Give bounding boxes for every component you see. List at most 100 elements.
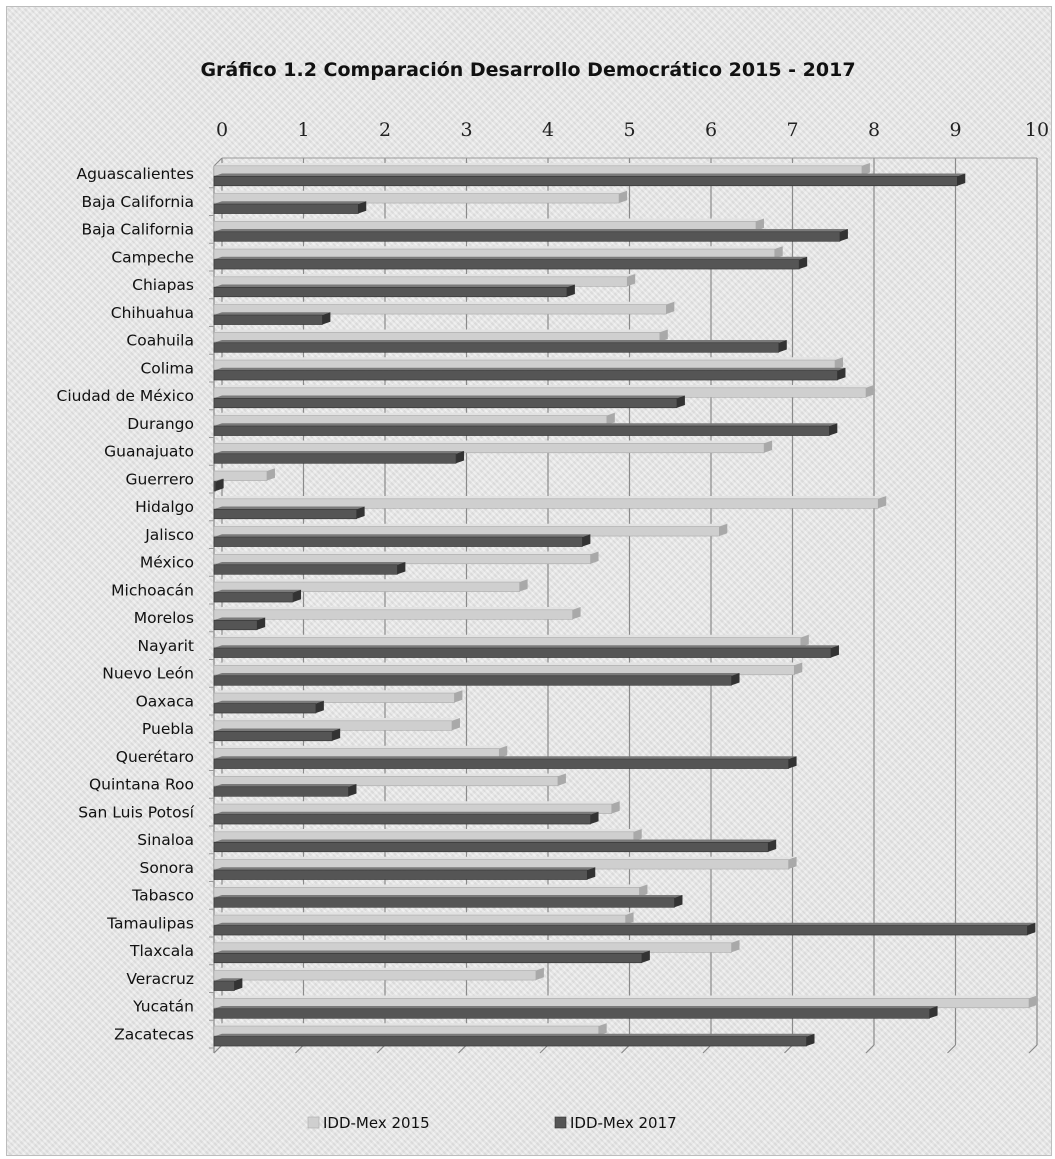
bar-2017-top-face [214,229,848,232]
bar-2017-top-face [214,506,365,510]
category-label: Hidalgo [135,498,194,516]
bar-2015-end-face [572,607,581,620]
bar-2015-top-face [214,496,887,499]
category-label: Chiapas [132,276,194,294]
bar-2017 [213,312,331,325]
bar-2015-end-face [557,773,566,786]
bar-2015-top-face [214,967,544,971]
bar-2015-end-face [454,690,463,703]
bar-2015 [213,274,636,287]
x-tick-label: 9 [949,119,961,141]
bar-2015 [213,745,508,759]
bar-2017 [213,784,357,797]
bar-2015 [213,884,648,898]
bar-2015-top-face [214,412,615,416]
bar-2017-end-face [837,367,846,381]
bar-2015-front-face [213,609,573,620]
bar-2017-end-face [929,1006,938,1019]
bar-2015-end-face [611,801,620,814]
bar-2017-top-face [214,284,575,288]
bar-2017-front-face [213,259,800,270]
bar-2015-end-face [519,579,528,592]
category-label: Puebla [142,720,194,738]
bar-2017-top-face [214,617,266,621]
bar-2017-top-face [214,839,777,843]
bar-2017-front-face [213,952,643,964]
bar-2017-front-face [213,980,235,991]
gridline-floor [947,1044,956,1054]
bar-2017-front-face [213,231,841,242]
bar-2017-end-face [674,895,683,908]
bar-2017-end-face [356,506,365,519]
bar-2017-top-face [214,173,966,177]
bar-2015-end-face [659,329,668,342]
bar-2015-top-face [214,1023,607,1027]
bar-2015-top-face [214,940,740,943]
bar-2015 [213,523,728,537]
bar-2017-end-face [582,534,591,547]
bar-2015-end-face [755,218,764,231]
bar-2015-top-face [214,690,463,694]
bar-2015 [213,634,809,648]
bar-2017 [213,617,266,631]
bar-2015 [213,690,463,703]
bar-2017-end-face [799,256,808,270]
bar-2017-end-face [215,478,224,492]
bar-2017 [213,645,839,658]
bar-2017-end-face [830,645,839,658]
bar-2017-front-face [213,814,591,825]
bar-2017-front-face [213,481,216,492]
bar-2017-front-face [213,925,1028,936]
bar-2015-end-face [878,496,887,509]
bar-2017 [213,922,1036,936]
bar-2015-top-face [214,607,581,610]
bar-2017 [213,256,808,270]
bar-2015 [213,662,803,676]
bar-2015-front-face [213,970,537,981]
bar-2015 [213,412,615,426]
bar-2017-top-face [214,895,683,898]
bar-2015 [213,440,773,454]
bar-2015-end-face [625,912,634,925]
bar-2017-top-face [214,811,599,815]
bar-2015-end-face [633,829,642,842]
bar-2017 [213,756,797,769]
bar-2015-end-face [794,662,803,675]
bar-2015 [213,551,599,565]
bar-2017-end-face [456,451,465,464]
bar-2017 [213,367,846,381]
category-label: Campeche [111,248,194,266]
bar-2015 [213,773,566,787]
category-label: Quintana Roo [89,776,194,794]
category-label: San Luis Potosí [78,803,194,821]
category-label: Chihuahua [111,304,194,322]
category-label: Tamaulipas [106,914,194,932]
category-label: Tabasco [131,887,194,905]
category-label: Zacatecas [114,1025,194,1043]
bar-2015-end-face [719,523,728,537]
bar-2017-front-face [213,703,317,714]
axis-depth-top [213,157,223,167]
x-tick-label: 2 [379,119,391,141]
bar-2017-end-face [257,617,266,630]
bar-2015 [213,246,783,259]
bar-2017-end-face [957,173,966,186]
bar-2015-top-face [214,579,528,583]
bar-2017-end-face [768,839,777,852]
bar-2015-end-face [499,745,508,759]
bar-2015 [213,1023,607,1036]
bar-2017-top-face [214,534,591,538]
bar-2015 [213,468,275,481]
bar-2015-top-face [214,856,797,860]
category-label: Jalisco [144,526,194,544]
bar-2017-top-face [214,867,596,871]
bar-2017 [213,1033,815,1047]
bar-2015-top-face [214,718,460,721]
bar-2017-top-face [214,256,808,260]
bar-2017-front-face [213,869,588,880]
bar-2017-front-face [213,675,732,686]
bar-2015-end-face [451,718,460,731]
bar-2015 [213,967,544,981]
bar-2017-front-face [213,730,333,742]
category-label: Guerrero [125,470,194,488]
